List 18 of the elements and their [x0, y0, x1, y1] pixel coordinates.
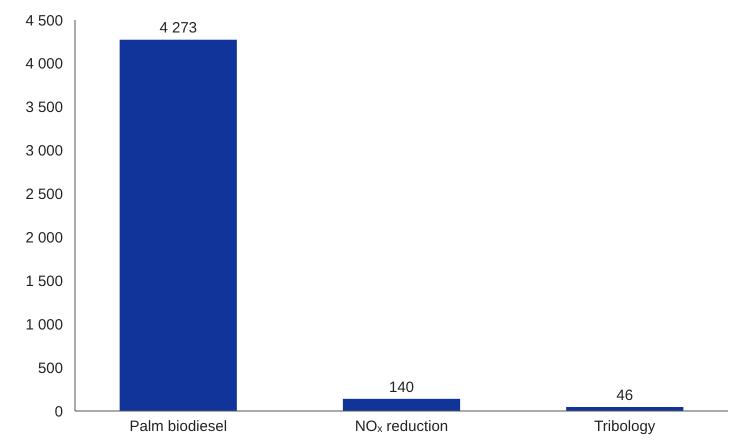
y-tick-label: 1 000: [25, 316, 63, 334]
data-label: 4 273: [159, 20, 198, 37]
y-tick-label: 2 000: [25, 229, 63, 246]
y-tick-label: 1 500: [25, 272, 63, 290]
x-tick-label: NOₓ reduction: [354, 418, 448, 435]
y-tick-label: 0: [54, 403, 63, 420]
bar: [120, 40, 237, 411]
y-tick-label: 500: [38, 360, 63, 377]
bar: [342, 398, 460, 411]
y-tick-label: 3 500: [25, 99, 63, 116]
y-tick-label: 3 000: [25, 142, 63, 160]
data-label: 46: [616, 387, 634, 404]
y-tick-label: 4 000: [25, 56, 63, 73]
y-tick-label: 4 500: [25, 12, 63, 30]
y-tick-label: 2 500: [25, 186, 63, 204]
data-label: 140: [388, 378, 414, 396]
x-tick-label: Palm biodiesel: [129, 418, 228, 435]
x-tick-label: Tribology: [594, 418, 656, 435]
